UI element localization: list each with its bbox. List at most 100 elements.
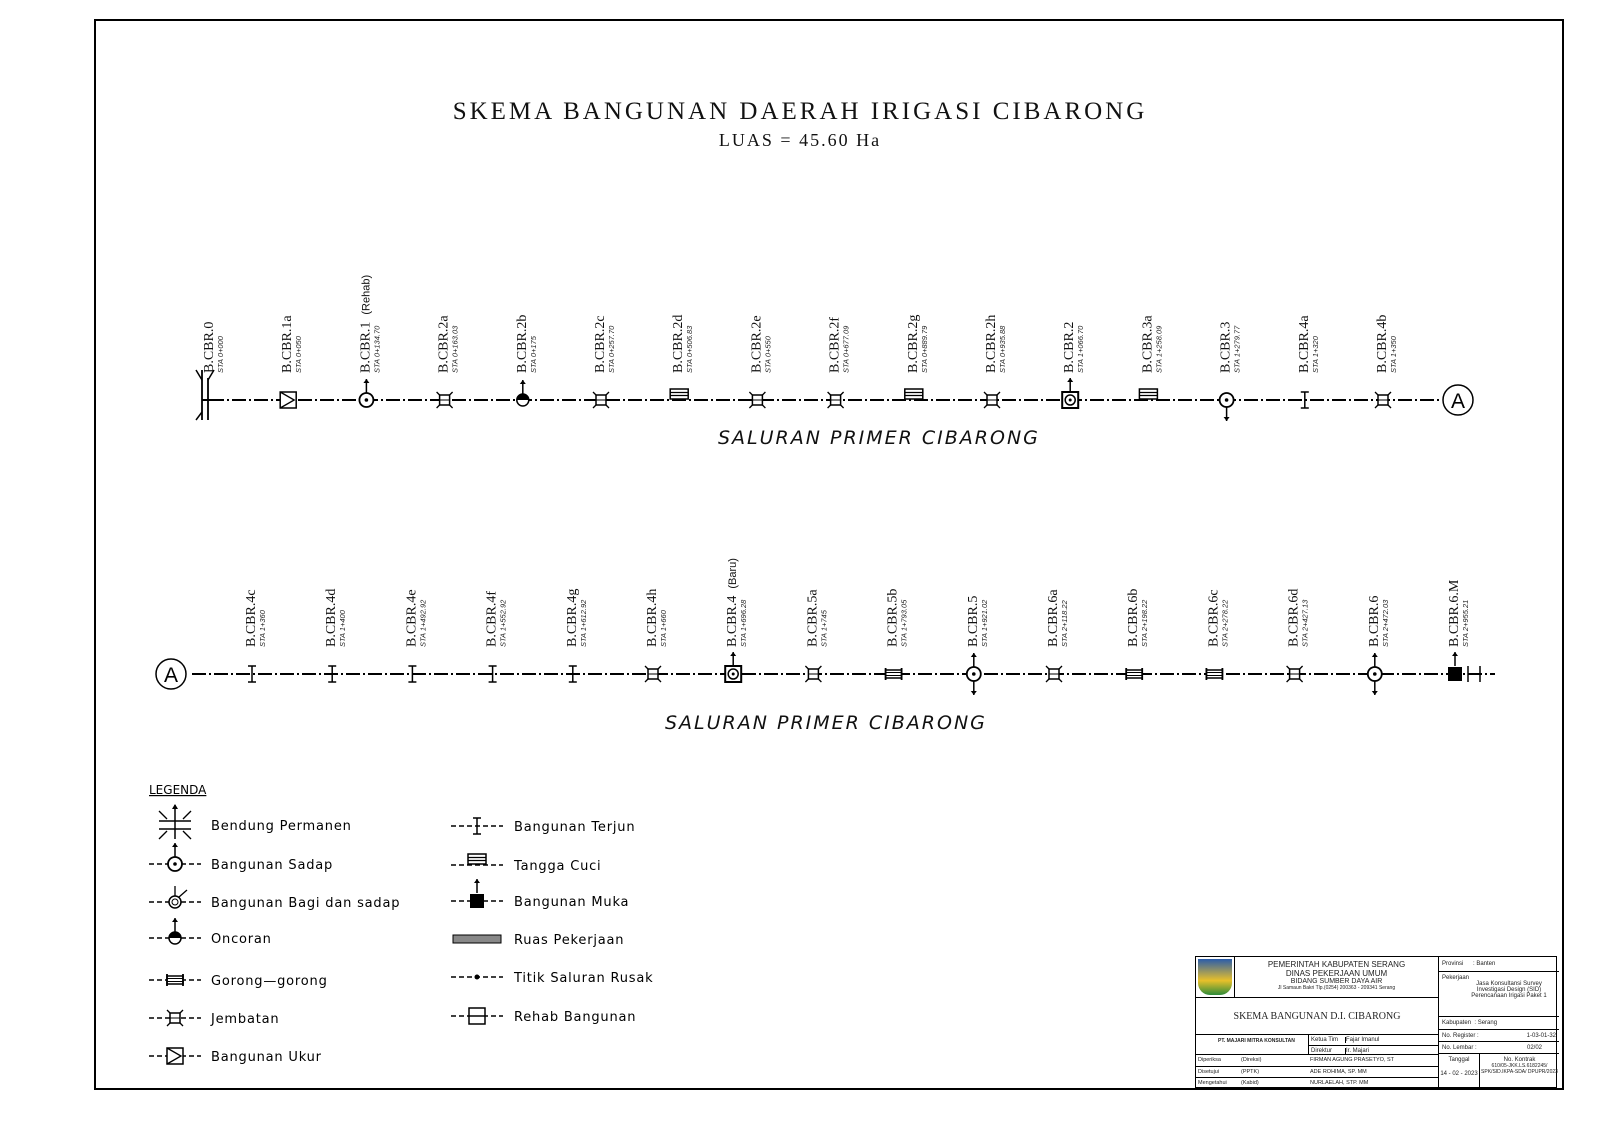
station-b-cbr-4g: B.CBR.4g STA 1+612.92 bbox=[565, 589, 588, 683]
channel-label-row2: SALURAN PRIMER CIBARONG bbox=[665, 712, 987, 734]
station-name: B.CBR.4f bbox=[485, 591, 500, 647]
approval-role: Diperiksa bbox=[1198, 1057, 1221, 1063]
station-label: B.CBR.6b STA 2+198.22 bbox=[1126, 589, 1149, 647]
staff-role: Direktur bbox=[1311, 1048, 1333, 1054]
legend-label: Bangunan Bagi dan sadap bbox=[211, 896, 400, 911]
legend-item: Bangunan Bagi dan sadap bbox=[149, 886, 400, 911]
connector-a-left: A bbox=[155, 658, 187, 690]
staff-name: Fajar Imanul bbox=[1345, 1037, 1380, 1043]
legend-item: Titik Saluran Rusak bbox=[451, 971, 653, 986]
station-b-cbr-0: B.CBR.0 STA 0+000 bbox=[195, 322, 225, 421]
station-sta: STA 2+955.21 bbox=[1461, 600, 1470, 647]
kontrak-value: 610/05-JKK.LS.6182245/ SPK/SID.IKPA-SDA/… bbox=[1481, 1063, 1558, 1075]
station-name: B.CBR.4b bbox=[1375, 315, 1390, 373]
staff-name: Ir. Majari bbox=[1345, 1048, 1370, 1054]
station-name: B.CBR.1 bbox=[358, 322, 373, 373]
station-label: B.CBR.2g STA 0+889.79 bbox=[906, 315, 929, 373]
station-sta: STA 0+257.70 bbox=[607, 325, 616, 373]
legend-title: LEGENDA bbox=[149, 783, 207, 797]
station-label: B.CBR.2d STA 0+506.83 bbox=[671, 315, 694, 373]
station-label: B.CBR.6.M STA 2+955.21 bbox=[1447, 579, 1470, 647]
legend-item: Bangunan Ukur bbox=[149, 1047, 321, 1065]
station-name: B.CBR.2a bbox=[437, 315, 452, 373]
station-label: B.CBR.4 STA 1+696.28 (Baru) bbox=[725, 558, 748, 647]
station-b-cbr-6b: B.CBR.6b STA 2+198.22 bbox=[1125, 589, 1149, 680]
row-2-stations: B.CBR.4c STA 1+360 B.CBR.4d STA 1+400 B.CBR.… bbox=[192, 558, 1495, 695]
station-sta: STA 1+400 bbox=[338, 609, 347, 647]
station-name: B.CBR.6.M bbox=[1447, 579, 1462, 647]
station-name: B.CBR.4h bbox=[645, 589, 660, 647]
station-note: (Baru) bbox=[727, 558, 739, 589]
station-label: B.CBR.5a STA 1+745 bbox=[805, 589, 828, 647]
station-name: B.CBR.2b bbox=[515, 315, 530, 373]
station-label: B.CBR.1 STA 0+134.70 (Rehab) bbox=[358, 275, 381, 373]
station-b-cbr-2: B.CBR.2 STA 1+066.70 bbox=[1061, 322, 1085, 409]
station-sta: STA 1+921.02 bbox=[980, 599, 989, 647]
station-sta: STA 2+472.03 bbox=[1381, 599, 1390, 647]
station-sta: STA 0+050 bbox=[294, 335, 303, 373]
register-value: 1-03-01-32 bbox=[1526, 1033, 1556, 1039]
station-b-cbr-2e: B.CBR.2e STA 0+550 bbox=[748, 315, 772, 409]
lembar-label: No. Lembar : bbox=[1442, 1045, 1477, 1051]
station-b-cbr-2b: B.CBR.2b STA 0+175 bbox=[515, 315, 538, 407]
station-sta: STA 2+278.22 bbox=[1220, 599, 1229, 647]
station-b-cbr-2h: B.CBR.2h STA 0+935.88 bbox=[983, 315, 1007, 409]
connector-label: A bbox=[1451, 390, 1465, 413]
station-name: B.CBR.2e bbox=[749, 315, 764, 373]
approval-role: Mengetahui bbox=[1198, 1080, 1227, 1086]
kontrak-label: No. Kontrak bbox=[1503, 1057, 1536, 1063]
station-b-cbr-4h: B.CBR.4h STA 1+660 bbox=[644, 589, 668, 683]
station-b-cbr-6: B.CBR.6 STA 2+472.03 bbox=[1367, 596, 1390, 695]
station-sta: STA 0+889.79 bbox=[920, 325, 929, 373]
station-name: B.CBR.4 bbox=[725, 596, 740, 647]
station-b-cbr-2g: B.CBR.2g STA 0+889.79 bbox=[904, 315, 929, 400]
station-name: B.CBR.2h bbox=[984, 315, 999, 373]
station-sta: STA 1+258.09 bbox=[1154, 325, 1163, 373]
station-b-cbr-5a: B.CBR.5a STA 1+745 bbox=[804, 589, 828, 683]
station-name: B.CBR.6a bbox=[1046, 589, 1061, 647]
station-label: B.CBR.1a STA 0+050 bbox=[280, 315, 303, 373]
station-sta: STA 0+134.70 bbox=[372, 325, 381, 373]
station-label: B.CBR.4c STA 1+360 bbox=[244, 589, 267, 647]
station-b-cbr-4a: B.CBR.4a STA 1+320 bbox=[1297, 315, 1320, 409]
station-name: B.CBR.1a bbox=[280, 315, 295, 373]
provinsi-label: Provinsi bbox=[1442, 961, 1464, 967]
station-note: (Rehab) bbox=[360, 275, 372, 315]
station-label: B.CBR.2h STA 0+935.88 bbox=[984, 315, 1007, 373]
agency-3: BIDANG SUMBER DAYA AIR bbox=[1290, 978, 1383, 985]
station-name: B.CBR.3 bbox=[1219, 322, 1234, 373]
approval-name: ADE ROHIMA, SP. MM bbox=[1310, 1069, 1367, 1075]
legend-item: Ruas Pekerjaan bbox=[452, 933, 624, 948]
legend-label: Tangga Cuci bbox=[513, 859, 601, 874]
station-label: B.CBR.2b STA 0+175 bbox=[515, 315, 538, 373]
station-sta: STA 1+492.92 bbox=[418, 599, 427, 647]
station-label: B.CBR.4g STA 1+612.92 bbox=[565, 589, 588, 647]
station-label: B.CBR.4d STA 1+400 bbox=[324, 589, 347, 647]
station-label: B.CBR.0 STA 0+000 bbox=[202, 322, 225, 373]
row-1-stations: B.CBR.0 STA 0+000 B.CBR.1a STA 0+050 B.CBR.1… bbox=[195, 275, 1440, 421]
legend-label: Bendung Permanen bbox=[211, 819, 352, 834]
connector-label: A bbox=[164, 664, 178, 687]
station-b-cbr-4c: B.CBR.4c STA 1+360 bbox=[244, 589, 267, 683]
legend-label: Bangunan Terjun bbox=[514, 820, 635, 835]
tanggal-value: 14 - 02 - 2023 bbox=[1440, 1071, 1478, 1077]
station-b-cbr-2f: B.CBR.2f STA 0+677.09 bbox=[827, 317, 851, 409]
agency-address: Jl Samaun Bakri Tlp.(0254) 200363 - 2093… bbox=[1277, 985, 1396, 991]
agency-1: PEMERINTAH KABUPATEN SERANG bbox=[1267, 960, 1406, 969]
approval-name: FIRMAN AGUNG PRASETYO, ST bbox=[1310, 1057, 1395, 1063]
station-b-cbr-5: B.CBR.5 STA 1+921.02 bbox=[966, 596, 989, 695]
kabupaten-label: Kabupaten bbox=[1442, 1020, 1472, 1026]
station-sta: STA 0+175 bbox=[529, 335, 538, 373]
station-b-cbr-4d: B.CBR.4d STA 1+400 bbox=[324, 589, 347, 683]
legend-label: Bangunan Sadap bbox=[211, 858, 333, 873]
staff-role: Ketua Tim bbox=[1311, 1037, 1339, 1043]
station-label: B.CBR.2a STA 0+163.03 bbox=[437, 315, 460, 373]
station-name: B.CBR.2g bbox=[906, 315, 921, 373]
provinsi-value: : Banten bbox=[1473, 961, 1496, 967]
station-b-cbr-6d: B.CBR.6d STA 2+427.13 bbox=[1286, 589, 1310, 683]
station-b-cbr-4f: B.CBR.4f STA 1+552.92 bbox=[485, 591, 508, 683]
channel-label-row1: SALURAN PRIMER CIBARONG bbox=[718, 427, 1040, 449]
station-b-cbr-4: B.CBR.4 STA 1+696.28 (Baru) bbox=[724, 558, 748, 683]
station-b-cbr-4e: B.CBR.4e STA 1+492.92 bbox=[404, 589, 427, 683]
legend-item: Oncoran bbox=[149, 918, 271, 947]
